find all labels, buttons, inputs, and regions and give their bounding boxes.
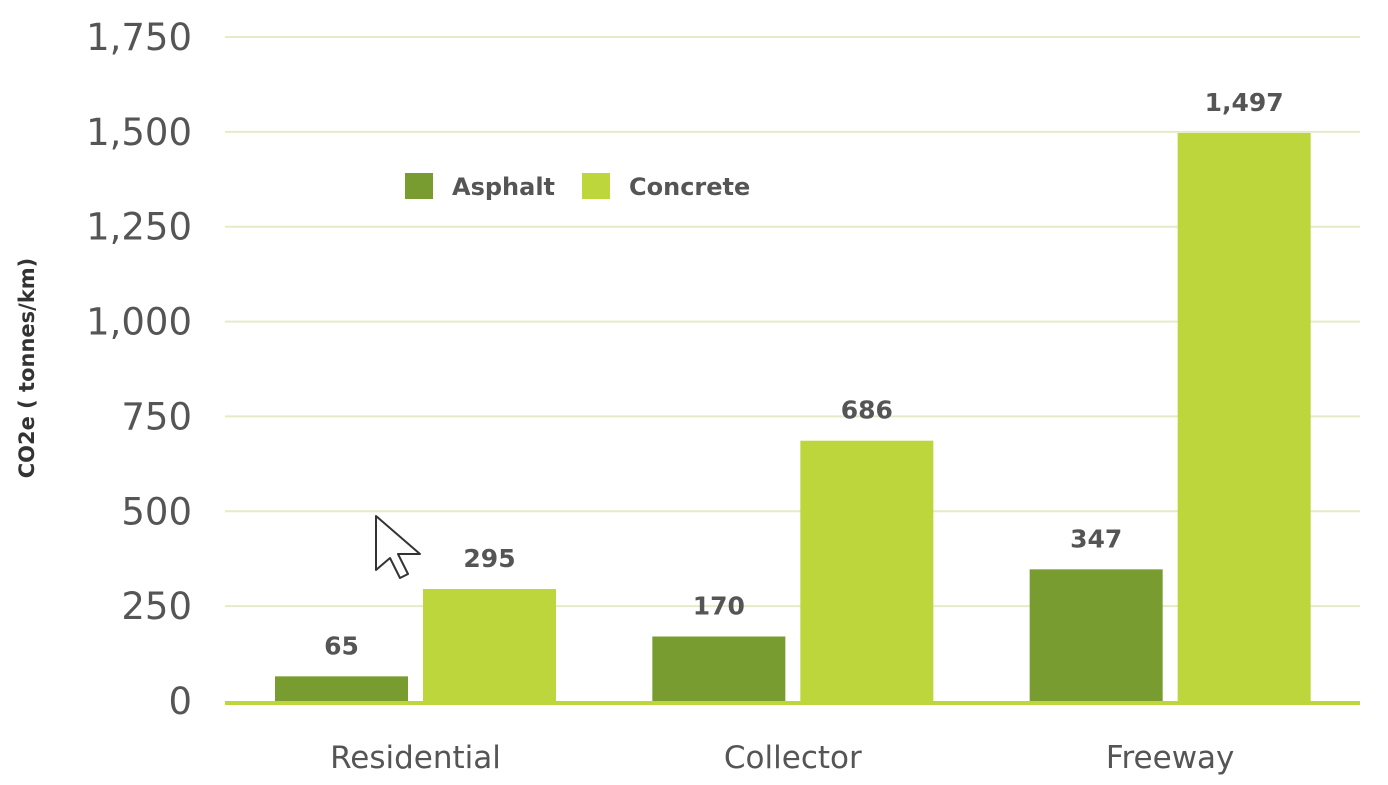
- x-tick-label: Freeway: [1106, 740, 1234, 776]
- bar-asphalt-collector: [652, 636, 786, 701]
- x-tick-label: Residential: [330, 740, 501, 776]
- data-label: 1,497: [1205, 88, 1284, 117]
- x-tick-label: Collector: [724, 740, 862, 776]
- y-tick-label: 1,000: [86, 301, 192, 344]
- y-axis-label: CO2e ( tonnes/km): [15, 258, 39, 479]
- data-label: 347: [1070, 524, 1122, 553]
- bar-concrete-freeway: [1177, 132, 1311, 701]
- legend-swatch-concrete: [582, 173, 610, 199]
- y-tick-label: 750: [121, 395, 192, 438]
- bar-asphalt-residential: [275, 676, 408, 701]
- data-label: 295: [463, 544, 515, 573]
- data-label: 170: [693, 591, 745, 620]
- y-tick-label: 0: [168, 680, 192, 723]
- data-label: 686: [841, 396, 893, 425]
- bar-concrete-residential: [423, 589, 556, 701]
- grid-lines: [225, 36, 1360, 705]
- y-tick-label: 1,500: [86, 111, 192, 154]
- y-tick-label: 1,750: [86, 16, 192, 59]
- bars: [275, 132, 1311, 701]
- y-tick-labels: 0 250 500 750 1,000 1,250 1,500 1,750: [86, 16, 192, 723]
- data-labels: 65 295 170 686 347 1,497: [324, 88, 1284, 660]
- y-tick-label: 250: [121, 585, 192, 628]
- bar-concrete-collector: [800, 440, 934, 701]
- data-label: 65: [324, 631, 359, 660]
- y-tick-label: 1,250: [86, 206, 192, 249]
- legend-swatch-asphalt: [405, 173, 433, 199]
- x-tick-labels: Residential Collector Freeway: [330, 740, 1234, 776]
- y-tick-label: 500: [121, 490, 192, 533]
- legend-label-asphalt: Asphalt: [452, 173, 555, 201]
- legend-label-concrete: Concrete: [629, 173, 750, 201]
- bar-asphalt-freeway: [1029, 569, 1163, 701]
- legend: Asphalt Concrete: [405, 173, 750, 201]
- mouse-pointer-icon: [375, 515, 421, 579]
